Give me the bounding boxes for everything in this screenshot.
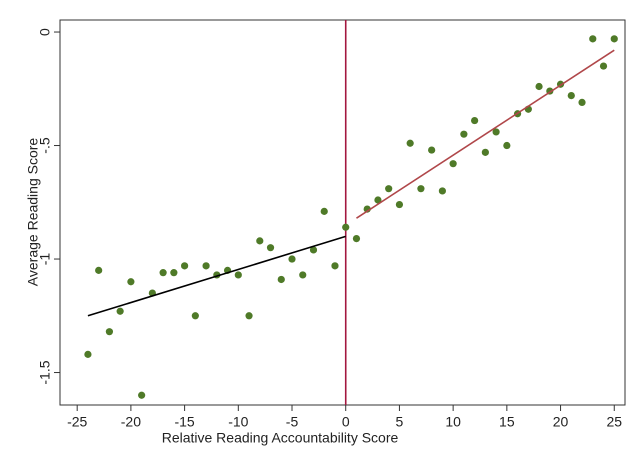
point	[481, 148, 489, 156]
point	[309, 246, 318, 254]
point	[245, 312, 253, 320]
point	[105, 328, 114, 336]
point	[234, 271, 242, 279]
point	[84, 350, 92, 358]
point	[138, 391, 146, 399]
x-axis-label: Relative Reading Accountability Score	[162, 430, 399, 446]
point	[95, 266, 103, 274]
point	[471, 116, 479, 125]
point	[256, 237, 264, 245]
x-tick-label: 5	[396, 414, 404, 430]
point	[320, 207, 328, 215]
point	[288, 255, 296, 263]
point	[406, 139, 414, 147]
x-tick-label: 10	[445, 414, 461, 430]
point	[417, 185, 425, 193]
x-tick-label: 20	[553, 414, 569, 430]
point	[342, 223, 350, 231]
point	[277, 275, 285, 284]
point	[352, 235, 361, 243]
plot-frame	[59, 19, 626, 406]
y-tick-label: -1.5	[37, 360, 53, 384]
x-tick-label: 0	[342, 414, 350, 430]
y-tick-label: 0	[37, 28, 53, 36]
x-tick-label: -10	[228, 414, 248, 430]
point	[385, 185, 393, 193]
point	[374, 196, 382, 204]
point	[599, 62, 608, 70]
point	[460, 130, 468, 138]
point	[449, 160, 457, 168]
point	[266, 244, 275, 252]
x-tick-label: -25	[67, 414, 87, 430]
point	[331, 262, 339, 270]
y-tick-label: -.5	[37, 137, 53, 154]
point	[610, 35, 618, 43]
point	[116, 307, 124, 315]
point	[181, 262, 189, 270]
x-tick-label: -20	[121, 414, 141, 430]
point	[202, 262, 210, 270]
point	[589, 35, 597, 43]
point	[428, 146, 436, 154]
x-tick-label: -15	[174, 414, 194, 430]
point	[535, 82, 543, 91]
point	[503, 141, 511, 150]
x-tick-label: 15	[499, 414, 515, 430]
point	[299, 271, 307, 279]
point	[170, 269, 178, 277]
point	[395, 200, 404, 209]
point	[567, 91, 575, 100]
point	[438, 187, 446, 195]
y-tick-label: -1	[37, 253, 53, 266]
point	[578, 98, 586, 107]
fit-line	[356, 49, 615, 219]
point	[492, 128, 500, 136]
x-tick-label: 25	[606, 414, 622, 430]
point	[127, 278, 135, 286]
point	[191, 312, 199, 320]
fit-line	[87, 235, 346, 317]
point	[159, 269, 167, 277]
y-axis-label: Average Reading Score	[25, 138, 41, 287]
x-tick-label: -5	[286, 414, 299, 430]
